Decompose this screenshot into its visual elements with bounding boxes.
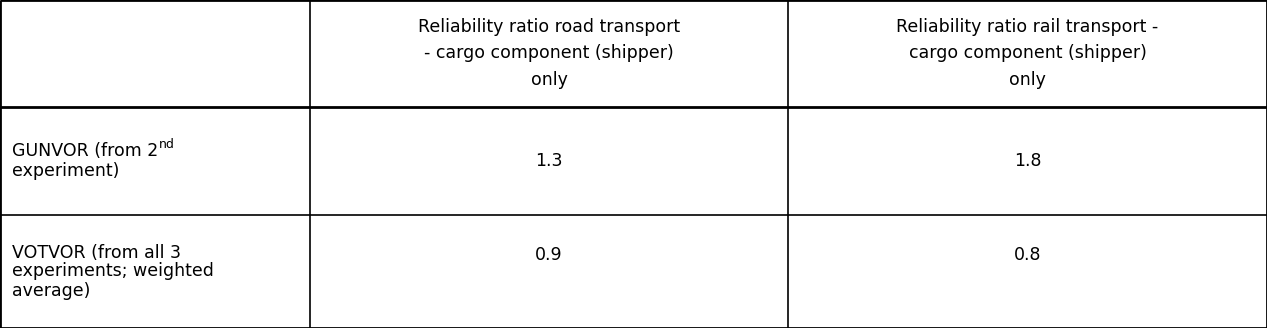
- Text: Reliability ratio rail transport -
cargo component (shipper)
only: Reliability ratio rail transport - cargo…: [896, 18, 1158, 89]
- Text: VOTVOR (from all 3: VOTVOR (from all 3: [11, 243, 181, 261]
- Text: 0.8: 0.8: [1014, 246, 1041, 264]
- Text: experiment): experiment): [11, 162, 119, 180]
- Text: 1.8: 1.8: [1014, 152, 1041, 170]
- Text: nd: nd: [160, 137, 175, 151]
- Text: GUNVOR (from 2: GUNVOR (from 2: [11, 142, 158, 160]
- Text: average): average): [11, 281, 90, 299]
- Text: 1.3: 1.3: [535, 152, 563, 170]
- Text: 0.9: 0.9: [535, 246, 563, 264]
- Text: Reliability ratio road transport
- cargo component (shipper)
only: Reliability ratio road transport - cargo…: [418, 18, 680, 89]
- Text: experiments; weighted: experiments; weighted: [11, 262, 214, 280]
